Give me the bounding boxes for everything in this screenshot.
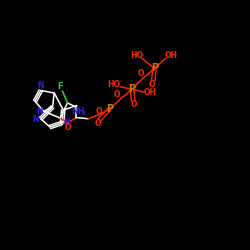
Text: O: O (96, 106, 102, 116)
Text: HO: HO (107, 80, 120, 89)
Text: N: N (32, 115, 39, 124)
Text: F: F (57, 82, 63, 91)
Text: O: O (114, 90, 120, 100)
Text: OH: OH (144, 88, 156, 98)
Text: 2: 2 (81, 111, 86, 116)
Text: O: O (149, 80, 155, 89)
Text: P: P (106, 104, 113, 114)
Text: N: N (36, 107, 43, 116)
Text: O: O (131, 100, 137, 110)
Text: OH: OH (164, 51, 177, 60)
Text: HO: HO (130, 51, 143, 60)
Text: P: P (151, 64, 158, 74)
Text: P: P (128, 84, 136, 94)
Text: O: O (138, 70, 144, 78)
Text: N: N (37, 81, 43, 90)
Text: N: N (63, 118, 70, 127)
Text: O: O (65, 123, 71, 132)
Text: NH: NH (72, 106, 85, 116)
Text: O: O (95, 119, 102, 128)
